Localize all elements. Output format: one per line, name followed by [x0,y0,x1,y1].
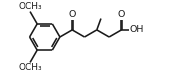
Text: OH: OH [130,25,144,34]
Text: O: O [118,10,125,19]
Text: O: O [68,10,76,19]
Text: OCH₃: OCH₃ [18,2,42,11]
Text: OCH₃: OCH₃ [18,63,42,72]
